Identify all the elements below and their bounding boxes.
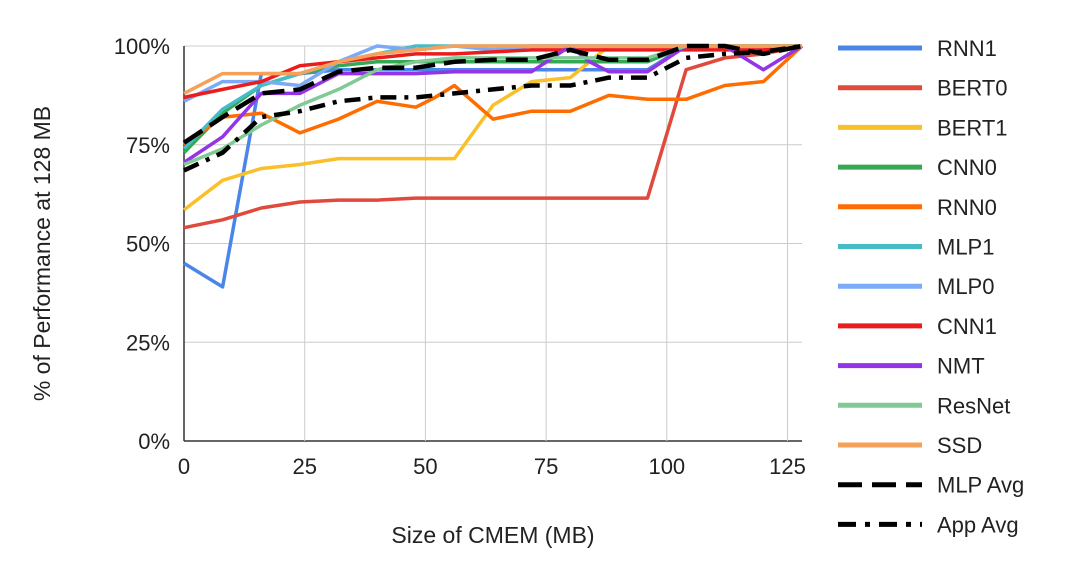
y-tick-label: 0% xyxy=(138,429,170,454)
series-line-bert0 xyxy=(183,44,803,230)
x-tick-label: 0 xyxy=(178,454,190,479)
legend-label: BERT0 xyxy=(937,76,1008,101)
legend-label: MLP1 xyxy=(937,235,994,260)
y-tick-label: 25% xyxy=(126,330,170,355)
legend-label: MLP0 xyxy=(937,274,994,299)
legend-label: CNN1 xyxy=(937,314,997,339)
series-line-app-avg xyxy=(183,43,803,173)
x-tick-label: 100 xyxy=(648,454,685,479)
series-line-cnn1 xyxy=(183,44,803,100)
legend-label: BERT1 xyxy=(937,115,1008,140)
x-axis-title: Size of CMEM (MB) xyxy=(391,522,594,548)
y-tick-label: 75% xyxy=(126,133,170,158)
x-tick-label: 125 xyxy=(769,454,806,479)
legend-label: SSD xyxy=(937,433,982,458)
legend-label: ResNet xyxy=(937,393,1010,418)
y-axis-title: % of Performance at 128 MB xyxy=(29,106,55,401)
legend-label: MLP Avg xyxy=(937,473,1024,498)
legend-label: CNN0 xyxy=(937,155,997,180)
legend-label: RNN1 xyxy=(937,36,997,61)
chart-tick-labels: 0% 25% 50% 75% 100% 0 25 50 75 100 125 xyxy=(114,34,806,479)
legend-label: RNN0 xyxy=(937,195,997,220)
series-line-mlp-avg xyxy=(182,43,803,145)
legend-label: App Avg xyxy=(937,512,1019,537)
y-tick-label: 50% xyxy=(126,232,170,257)
x-tick-label: 50 xyxy=(413,454,437,479)
y-tick-label: 100% xyxy=(114,34,170,59)
chart-legend: RNN1 BERT0 BERT1 CNN0 RNN0 MLP1 MLP0 CNN1 NMT Res… xyxy=(838,36,1024,537)
legend-label: NMT xyxy=(937,354,985,379)
x-tick-label: 75 xyxy=(534,454,558,479)
series-line-rnn0 xyxy=(182,44,804,147)
x-tick-label: 25 xyxy=(292,454,316,479)
chart-series-lines xyxy=(182,43,804,289)
